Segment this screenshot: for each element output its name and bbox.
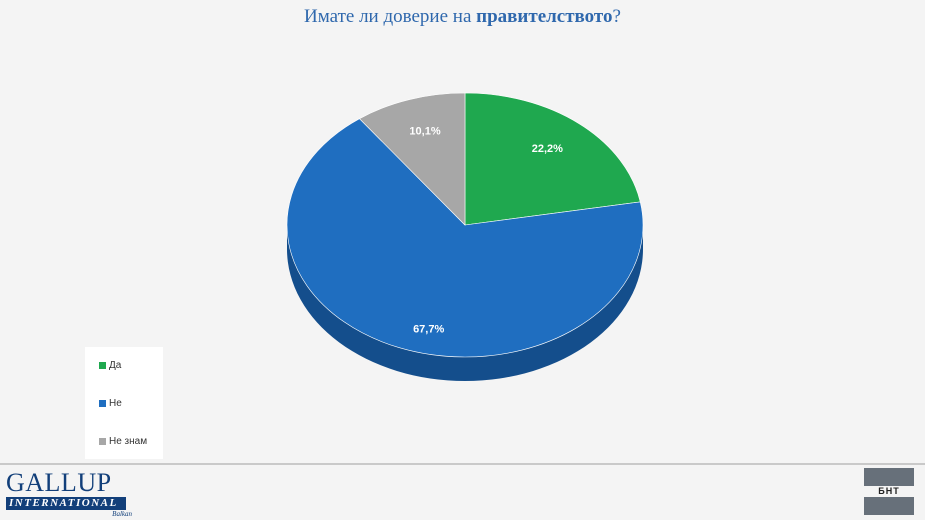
bnt-logo-bottom-bar [864, 497, 914, 515]
legend-item-no: Не [99, 398, 122, 409]
legend-label-dont-know: Не знам [109, 436, 148, 447]
bnt-logo: БНТ [864, 468, 914, 518]
gallup-logo-sub: Balkan [112, 510, 132, 518]
bnt-logo-text: БНТ [878, 486, 900, 496]
pie-slice-yes [464, 92, 641, 226]
legend-item-yes: Да [99, 360, 121, 371]
legend-label-yes: Да [109, 360, 122, 371]
chart-title: Имате ли доверие на правителството? [0, 6, 925, 28]
data-label-no: 67,7% [413, 323, 444, 335]
pie-slice-no [286, 118, 644, 358]
gallup-logo-main: GALLUP [6, 468, 112, 497]
data-label-dont-know: 10,1% [409, 126, 440, 138]
legend-swatch-yes [99, 362, 106, 369]
bnt-logo-top-bar [864, 468, 914, 486]
data-label-yes: 22,2% [532, 143, 563, 155]
legend-swatch-dont-know [99, 438, 106, 445]
chart-legend: Да Не Не знам [85, 347, 163, 459]
legend-swatch-no [99, 400, 106, 407]
title-suffix: ? [612, 6, 621, 27]
title-emphasis: правителството [476, 6, 613, 27]
pie-slice-dont-know [358, 92, 466, 226]
pie-side-no [287, 225, 643, 381]
footer-divider [0, 463, 925, 465]
gallup-logo: GALLUP INTERNATIONAL Balkan [6, 470, 136, 520]
title-prefix: Имате ли доверие на [304, 6, 477, 27]
gallup-logo-band: INTERNATIONAL [6, 497, 126, 510]
legend-label-no: Не [109, 398, 122, 409]
legend-item-dont-know: Не знам [99, 436, 147, 447]
